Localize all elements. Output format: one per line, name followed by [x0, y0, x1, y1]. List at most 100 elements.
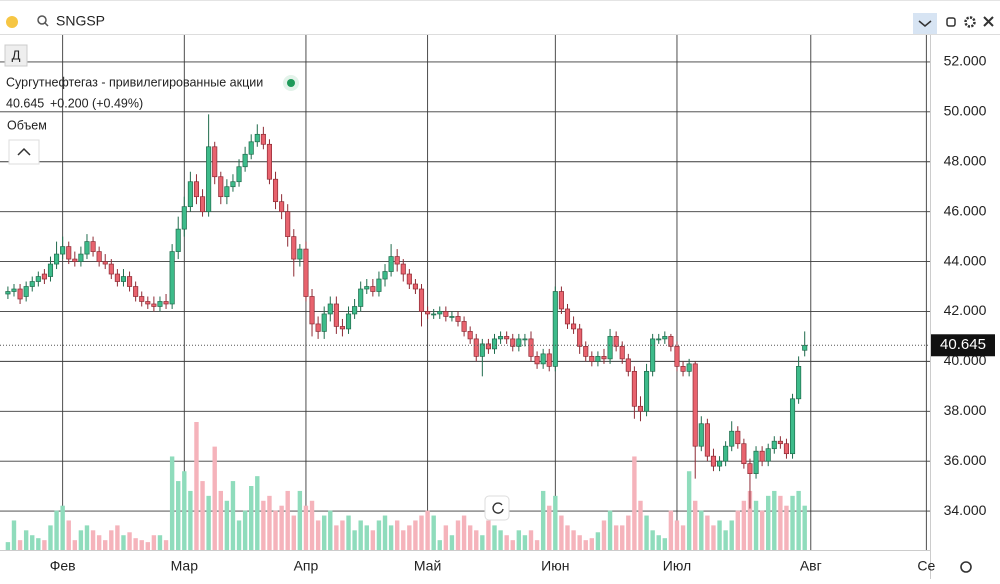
- volume-bar: [498, 530, 503, 550]
- volume-bar: [176, 481, 181, 550]
- candle-body: [157, 301, 163, 307]
- last-price-box: [931, 334, 995, 357]
- volume-bar: [516, 530, 522, 550]
- volume-bar: [127, 532, 132, 550]
- volume-bar: [352, 530, 357, 550]
- candle-body: [765, 448, 771, 462]
- candle-body: [504, 336, 510, 340]
- settings-button[interactable]: [964, 16, 976, 28]
- candle-body: [90, 241, 96, 252]
- candle-body: [388, 256, 394, 272]
- candle-body: [650, 338, 656, 372]
- volume-bar: [382, 515, 388, 550]
- candle-body: [783, 443, 790, 455]
- candle-body: [193, 181, 200, 198]
- candle-body: [406, 273, 412, 285]
- close-button[interactable]: [983, 16, 994, 27]
- volume-bar: [747, 490, 753, 550]
- y-tick-label: 44.000: [944, 252, 987, 268]
- search-icon[interactable]: [37, 15, 47, 25]
- candle-body: [796, 366, 802, 400]
- volume-bar: [790, 495, 795, 550]
- price-change: +0.200 (+0.49%): [50, 96, 143, 110]
- symbol[interactable]: SNGSP: [56, 13, 105, 29]
- volume-bar: [644, 515, 649, 550]
- candle-body: [35, 276, 41, 282]
- candle-body: [248, 141, 254, 155]
- axis-settings[interactable]: [960, 561, 972, 573]
- candle-body: [571, 323, 577, 330]
- search-icon-handle: [44, 22, 49, 27]
- reset-button[interactable]: [484, 495, 510, 521]
- candle-body: [266, 143, 273, 180]
- volume-bar: [103, 540, 108, 550]
- volume-bar: [121, 535, 126, 550]
- candle-body: [698, 423, 704, 447]
- candle-body: [674, 346, 680, 367]
- candle-body: [437, 311, 443, 315]
- volume-bar: [376, 520, 382, 550]
- volume-bar: [200, 481, 205, 550]
- candle-body: [729, 430, 735, 447]
- volume-bar: [60, 505, 65, 550]
- volume-bar: [72, 540, 78, 550]
- y-tick-label: 34.000: [944, 502, 987, 518]
- candle-body: [17, 288, 23, 300]
- volume-bar: [589, 538, 595, 550]
- volume-bar: [267, 495, 272, 550]
- volume-bar: [115, 525, 120, 550]
- y-tick-label: 48.000: [944, 152, 987, 168]
- x-tick-label: Фев: [50, 558, 76, 574]
- volume-bar: [133, 538, 138, 550]
- candle-body: [686, 363, 692, 372]
- volume-bar: [291, 515, 296, 550]
- candle-body: [230, 181, 236, 188]
- volume-bar: [486, 520, 491, 550]
- candle-body: [279, 201, 285, 213]
- x-tick-label: Апр: [294, 558, 319, 574]
- window-button[interactable]: [946, 17, 956, 27]
- volume-bar: [78, 530, 84, 550]
- candle-body: [601, 356, 607, 360]
- volume-bar: [194, 422, 199, 550]
- volume-bar: [680, 525, 686, 550]
- candle-body: [607, 336, 613, 360]
- volume-bar: [109, 530, 114, 550]
- volume-bar: [249, 486, 254, 550]
- candle-body: [96, 251, 102, 262]
- period-button[interactable]: [4, 44, 28, 67]
- volume-bar: [169, 456, 175, 550]
- volume-bar: [711, 525, 716, 550]
- candle-body: [394, 256, 400, 265]
- candle-body: [29, 281, 35, 287]
- volume-bar: [157, 535, 163, 550]
- candle-body: [455, 316, 461, 322]
- volume-bar: [778, 495, 783, 550]
- volume-bar: [656, 535, 661, 550]
- candle-body: [315, 323, 321, 332]
- candle-body: [102, 261, 108, 265]
- candle-body: [656, 338, 662, 341]
- x-tick-label: Май: [414, 558, 441, 574]
- x-tick-label: Се: [917, 558, 935, 574]
- volume-bar: [638, 500, 643, 550]
- volume-bar: [632, 456, 637, 550]
- volume-bar: [5, 542, 11, 550]
- volume-bar: [145, 542, 151, 550]
- candle-body: [619, 346, 625, 360]
- volume-bar: [662, 538, 668, 550]
- candle-body: [224, 186, 230, 198]
- collapse-button[interactable]: [8, 139, 40, 165]
- candle-body: [771, 440, 777, 450]
- dropdown-icon: [918, 20, 932, 27]
- last-price: 40.645: [6, 96, 44, 110]
- candle-body: [321, 313, 327, 332]
- volume-bar: [753, 500, 759, 550]
- dropdown-button[interactable]: [913, 13, 937, 34]
- candle-body: [558, 291, 564, 310]
- volume-bar: [36, 538, 41, 550]
- candle-body: [777, 440, 783, 445]
- candle-body: [327, 303, 333, 315]
- volume-bar: [437, 540, 442, 550]
